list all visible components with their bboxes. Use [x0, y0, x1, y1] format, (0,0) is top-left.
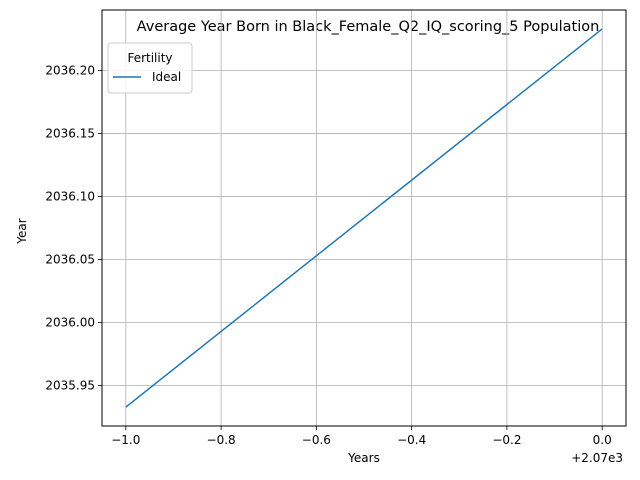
x-axis-label: Years: [347, 451, 380, 465]
y-tick-label: 2036.00: [45, 316, 95, 330]
y-axis-label: Year: [15, 218, 29, 244]
series-layer: [125, 28, 603, 408]
legend: Fertility Ideal: [107, 42, 193, 94]
legend-box: [107, 42, 193, 94]
y-tick-label: 2035.95: [45, 379, 95, 393]
x-tick-label: −0.6: [302, 433, 331, 447]
y-tick-label: 2036.05: [45, 253, 95, 267]
legend-title: Fertility: [127, 51, 172, 65]
plot-area-frame: [101, 9, 627, 427]
y-axis: 2035.95 2036.00 2036.05 2036.10 2036.15 2036.…: [45, 64, 102, 393]
x-tick-label: −0.8: [207, 433, 236, 447]
chart-title: Average Year Born in Black_Female_Q2_IQ_…: [137, 19, 600, 35]
x-tick-label: −1.0: [111, 433, 140, 447]
x-axis-offset-label: +2.07e3: [571, 451, 623, 465]
y-tick-label: 2036.10: [45, 190, 95, 204]
x-axis: −1.0 −0.8 −0.6 −0.4 −0.2 0.0: [111, 426, 612, 447]
x-tick-label: −0.2: [492, 433, 521, 447]
y-tick-label: 2036.15: [45, 127, 95, 141]
legend-label-ideal: Ideal: [152, 70, 181, 84]
y-tick-label: 2036.20: [45, 64, 95, 78]
series-line-ideal: [125, 28, 603, 408]
x-tick-label: 0.0: [593, 433, 612, 447]
x-tick-label: −0.4: [397, 433, 426, 447]
